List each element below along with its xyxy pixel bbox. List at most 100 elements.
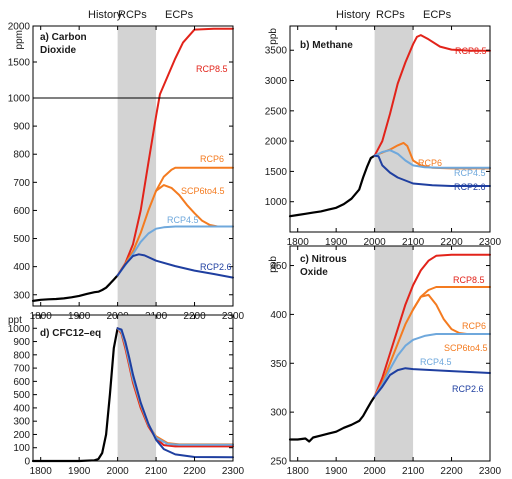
n2o-y-tick-label: 250: [270, 457, 287, 468]
ch4-x-tick-label: 2100: [402, 237, 425, 248]
rcps-header-co2: RCPs: [118, 9, 147, 21]
n2o-series-rcp6-line: [373, 286, 491, 398]
n2o-x-tick-label: 2000: [363, 466, 386, 477]
n2o-series-rcp85-line: [373, 253, 491, 398]
n2o-y-tick-label: 350: [270, 359, 287, 370]
ch4-x-tick-label: 2300: [479, 237, 502, 248]
co2-panel-title-line2: Dioxide: [40, 45, 77, 56]
ch4-series-rcp26-line: [373, 154, 491, 187]
cfc12-x-tick-label: 2000: [106, 466, 129, 477]
y-axis: 250 300 350 400 450: [270, 261, 490, 468]
cfc12-x-tick-label: 2200: [183, 466, 206, 477]
co2-y-tick-label: 800: [13, 150, 30, 161]
cfc12-y-tick-label: 100: [13, 443, 30, 454]
ch4-series-rcp45-line: [373, 149, 491, 169]
co2-series-history-line: [31, 274, 119, 302]
co2-rcp85-label: RCP8.5: [196, 64, 228, 74]
y-axis: 0 100 200 300 400 500 600 700 800 900 1000: [8, 324, 233, 468]
ch4-unit-label: ppb: [268, 28, 279, 45]
cfc12-x-tick-label: 1900: [68, 466, 91, 477]
plot-frame: [32, 314, 234, 462]
cfc12-y-tick-label: 300: [13, 417, 30, 428]
ch4-series-history-line: [288, 154, 376, 218]
n2o-y-tick-label: 300: [270, 408, 287, 419]
series-lines: [288, 34, 491, 218]
n2o-x-tick-label: 1800: [287, 466, 310, 477]
n2o-y-tick-label: 450: [270, 261, 287, 272]
n2o-x-tick-label: 2300: [479, 466, 502, 477]
cfc12-y-tick-label: 900: [13, 337, 30, 348]
n2o-series-history-line: [288, 395, 376, 443]
y-axis: 1000 1500 2000 300 400 500 600 700 800 900: [8, 22, 233, 301]
ch4-rcp85-label: RCP8.5: [455, 46, 487, 56]
ecps-header-co2: ECPs: [165, 9, 194, 21]
n2o-rcp26-label: RCP2.6: [452, 384, 484, 394]
cfc12-x-tick-label: 2100: [145, 466, 168, 477]
ch4-y-tick-label: 1000: [265, 197, 288, 208]
ch4-x-tick-label: 1800: [287, 237, 310, 248]
ch4-rcp45-label: RCP4.5: [454, 168, 486, 178]
rcp-period-shading-upper: [117, 26, 157, 98]
n2o-rcp45-label: RCP4.5: [420, 357, 452, 367]
n2o-panel-title-line2: Oxide: [300, 267, 328, 278]
nitrous-oxide-panel: 250 300 350 400 450 1800 1900 2000 2100 2200 2300…: [268, 245, 502, 477]
history-header-ch4: History: [336, 9, 371, 21]
co2-rcp45-label: RCP4.5: [167, 215, 199, 225]
cfc12-panel: 0 100 200 300 400 500 600 700 800 900 1000 1800 190…: [8, 314, 245, 477]
cfc12-unit-label: ppt: [8, 315, 22, 326]
cfc12-x-tick-label: 1800: [30, 466, 53, 477]
n2o-scp6to45-label: SCP6to4.5: [444, 343, 488, 353]
co2-y-tick-label: 1000: [8, 94, 31, 105]
co2-y-tick-label: 400: [13, 262, 30, 273]
ch4-x-tick-label: 2000: [363, 237, 386, 248]
n2o-rcp85-label: RCP8.5: [453, 275, 485, 285]
x-axis: 1800 1900 2000 2100 2200 2300: [287, 246, 502, 477]
co2-y-tick-label: 900: [13, 122, 30, 133]
cfc12-y-tick-label: 200: [13, 430, 30, 441]
ch4-x-tick-label: 2200: [440, 237, 463, 248]
series-lines: [31, 327, 234, 463]
ch4-y-tick-label: 3500: [265, 46, 288, 57]
ch4-y-tick-label: 1500: [265, 167, 288, 178]
cfc12-y-tick-label: 400: [13, 403, 30, 414]
co2-panel-title-line1: a) Carbon: [40, 32, 87, 43]
cfc12-y-tick-label: 1000: [8, 324, 31, 335]
co2-rcp6-label: RCP6: [200, 154, 224, 164]
n2o-panel-title-line1: c) Nitrous: [300, 254, 347, 265]
plot-frame: [32, 25, 234, 307]
cfc12-y-tick-label: 600: [13, 377, 30, 388]
n2o-unit-label: ppb: [268, 256, 279, 273]
cfc12-y-tick-label: 800: [13, 350, 30, 361]
x-axis: 1800 1900 2000 2100 2200 2300: [30, 315, 245, 477]
cfc12-series-history-line: [31, 327, 119, 463]
methane-panel: History RCPs ECPs 1000 1500 2000 2500 3000 35…: [265, 9, 502, 248]
co2-unit-label: ppm: [14, 30, 25, 49]
ecps-header-ch4: ECPs: [423, 9, 452, 21]
co2-series-rcp26-line: [116, 253, 234, 279]
n2o-x-tick-label: 1900: [325, 466, 348, 477]
rcps-header-ch4: RCPs: [376, 9, 405, 21]
ch4-series-rcp85-line: [373, 34, 491, 157]
n2o-x-tick-label: 2100: [402, 466, 425, 477]
x-axis: 1800 1900 2000 2100 2200 2300: [287, 26, 502, 248]
co2-y-tick-label: 700: [13, 178, 30, 189]
carbon-dioxide-panel: History RCPs ECPs 1000 1500 2000 300 400 500 6…: [8, 9, 245, 322]
rcp-period-shading: [117, 98, 157, 306]
co2-y-tick-label: 500: [13, 234, 30, 245]
history-header-co2: History: [88, 9, 123, 21]
n2o-rcp6-label: RCP6: [462, 321, 486, 331]
cfc12-y-tick-label: 0: [24, 457, 30, 468]
cfc12-x-tick-label: 2300: [222, 466, 245, 477]
ch4-y-tick-label: 3000: [265, 76, 288, 87]
cfc12-y-tick-label: 700: [13, 364, 30, 375]
cfc12-series-rcp26-line: [116, 327, 234, 459]
co2-y-tick-label: 2000: [8, 22, 31, 33]
co2-y-tick-label: 600: [13, 206, 30, 217]
ch4-rcp26-label: RCP2.6: [454, 182, 486, 192]
co2-y-tick-label: 1500: [8, 58, 31, 69]
ch4-y-tick-label: 2000: [265, 137, 288, 148]
ch4-panel-title: b) Methane: [300, 40, 353, 51]
co2-rcp26-label: RCP2.6: [200, 262, 232, 272]
n2o-x-tick-label: 2200: [440, 466, 463, 477]
co2-scp6to45-label: SCP6to4.5: [181, 186, 225, 196]
